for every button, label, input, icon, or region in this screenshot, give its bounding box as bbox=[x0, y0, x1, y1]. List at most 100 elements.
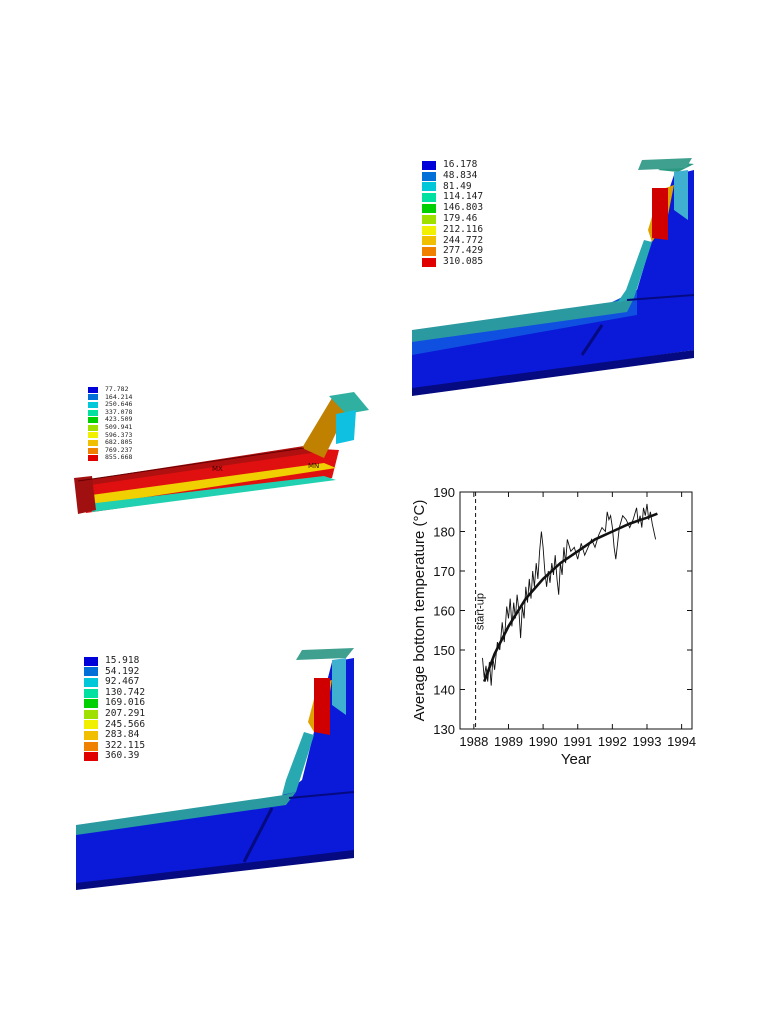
legend-value: 596.373 bbox=[105, 430, 133, 439]
legend-swatch bbox=[422, 247, 436, 257]
legend-item: 48.834 bbox=[422, 169, 483, 182]
legend-swatch bbox=[422, 160, 436, 170]
legend-item: 114.147 bbox=[422, 192, 483, 203]
legend-item: 77.782 bbox=[88, 385, 132, 394]
series-noisy-line bbox=[482, 503, 657, 686]
fem-panel-1: 16.178 48.834 81.49 114.147 146.803 179.46 212… bbox=[412, 150, 702, 396]
legend-value: 277.429 bbox=[443, 245, 484, 257]
legend-item: 310.085 bbox=[422, 256, 484, 268]
x-tick-label: 1994 bbox=[667, 734, 696, 749]
plot-frame bbox=[459, 491, 693, 730]
y-tick-label: 170 bbox=[433, 564, 455, 579]
legend-item: 207.291 bbox=[84, 707, 146, 720]
legend-swatch bbox=[84, 656, 98, 666]
x-tick-label: 1989 bbox=[494, 734, 523, 749]
y-tick-label: 140 bbox=[433, 683, 455, 698]
legend-item: 92.467 bbox=[84, 677, 145, 688]
legend-item: 164.214 bbox=[88, 392, 133, 402]
legend-item: 15.918 bbox=[84, 655, 145, 667]
chart-svg: 130 140 150 160 170 180 190 1988 1989 1990 1991 19… bbox=[411, 485, 696, 768]
legend-item: 244.772 bbox=[422, 234, 484, 247]
legend-value: 682.805 bbox=[105, 438, 133, 447]
mn-marker: MN bbox=[308, 462, 319, 470]
legend-swatch bbox=[422, 204, 436, 214]
legend-item: 179.46 bbox=[422, 212, 483, 225]
legend-swatch bbox=[422, 182, 436, 192]
legend-value: 81.49 bbox=[443, 180, 472, 192]
legend-swatch bbox=[422, 214, 436, 224]
legend-value: 54.192 bbox=[105, 665, 140, 677]
legend-item: 360.39 bbox=[84, 751, 145, 762]
legend-item: 250.646 bbox=[88, 401, 132, 409]
legend-swatch bbox=[88, 424, 98, 431]
legend-item: 322.115 bbox=[84, 739, 146, 752]
x-axis-title: Year bbox=[561, 751, 591, 768]
legend-value: 130.742 bbox=[105, 686, 146, 698]
y-tick-label: 130 bbox=[433, 722, 455, 737]
legend-swatch bbox=[84, 667, 98, 677]
legend-swatch bbox=[84, 720, 98, 730]
legend-swatch bbox=[422, 193, 436, 203]
y-tick-label: 190 bbox=[433, 485, 455, 500]
legend-swatch bbox=[88, 401, 98, 408]
legend-item: 245.566 bbox=[84, 718, 146, 731]
legend-item: 682.805 bbox=[88, 439, 132, 447]
legend-item: 81.49 bbox=[422, 180, 483, 193]
legend-value: 92.467 bbox=[105, 676, 140, 688]
legend-swatch bbox=[88, 386, 98, 393]
legend-value: 164.214 bbox=[105, 392, 133, 401]
legend-swatch bbox=[84, 752, 98, 762]
legend-item: 283.84 bbox=[84, 730, 145, 741]
mx-marker: MX bbox=[212, 465, 223, 473]
y-tick-label: 180 bbox=[433, 525, 455, 540]
series-smooth-line bbox=[482, 512, 658, 683]
legend-swatch bbox=[88, 455, 98, 462]
fem-panel-3: 15.918 54.192 92.467 130.742 169.016 207.291 2… bbox=[74, 640, 364, 890]
fem-model-2: MX MN bbox=[74, 392, 369, 514]
legend-value: 146.803 bbox=[443, 202, 484, 214]
fem-panel-2: MX MN 77.782 164.214 250.646 337.078 423.509… bbox=[74, 378, 374, 523]
legend-value: 322.115 bbox=[105, 739, 146, 751]
legend-3: 15.918 54.192 92.467 130.742 169.016 207.291 2… bbox=[84, 655, 146, 762]
legend-item: 16.178 bbox=[422, 159, 483, 171]
legend-value: 48.834 bbox=[443, 169, 478, 181]
legend-value: 855.668 bbox=[105, 453, 133, 462]
legend-item: 509.941 bbox=[88, 422, 133, 432]
legend-swatch bbox=[88, 409, 98, 416]
x-tick-label: 1990 bbox=[529, 734, 558, 749]
y-tick-label: 150 bbox=[433, 643, 455, 658]
legend-swatch bbox=[422, 236, 436, 246]
legend-value: 244.772 bbox=[443, 234, 484, 246]
fem-model-1 bbox=[412, 158, 695, 396]
legend-item: 855.668 bbox=[88, 454, 132, 462]
legend-value: 509.941 bbox=[105, 422, 133, 431]
legend-value: 283.84 bbox=[105, 729, 140, 741]
y-tick-label: 160 bbox=[433, 604, 455, 619]
legend-value: 212.116 bbox=[443, 223, 484, 235]
legend-swatch bbox=[84, 730, 98, 740]
legend-value: 245.566 bbox=[105, 718, 146, 730]
legend-item: 769.237 bbox=[88, 446, 132, 455]
legend-item: 54.192 bbox=[84, 665, 145, 678]
legend-swatch bbox=[422, 258, 436, 268]
legend-swatch bbox=[422, 171, 436, 181]
legend-item: 277.429 bbox=[422, 246, 483, 257]
legend-item: 423.509 bbox=[88, 416, 132, 424]
legend-value: 77.782 bbox=[105, 385, 129, 393]
legend-swatch bbox=[84, 677, 98, 687]
legend-swatch bbox=[88, 417, 98, 424]
legend-value: 310.085 bbox=[443, 256, 484, 268]
legend-value: 207.291 bbox=[105, 707, 146, 719]
legend-swatch bbox=[88, 394, 98, 401]
legend-value: 179.46 bbox=[443, 212, 478, 224]
legend-swatch bbox=[88, 439, 98, 446]
legend-item: 130.742 bbox=[84, 686, 146, 699]
x-tick-label: 1993 bbox=[633, 734, 662, 749]
legend-value: 15.918 bbox=[105, 655, 140, 666]
legend-1: 16.178 48.834 81.49 114.147 146.803 179.46 212… bbox=[422, 159, 484, 268]
y-axis-title: Average bottom temperature (°C) bbox=[411, 500, 428, 722]
x-tick-label: 1988 bbox=[459, 734, 488, 749]
legend-swatch bbox=[88, 447, 98, 454]
fem-model-3 bbox=[76, 648, 355, 890]
x-tick-label: 1991 bbox=[563, 734, 592, 749]
